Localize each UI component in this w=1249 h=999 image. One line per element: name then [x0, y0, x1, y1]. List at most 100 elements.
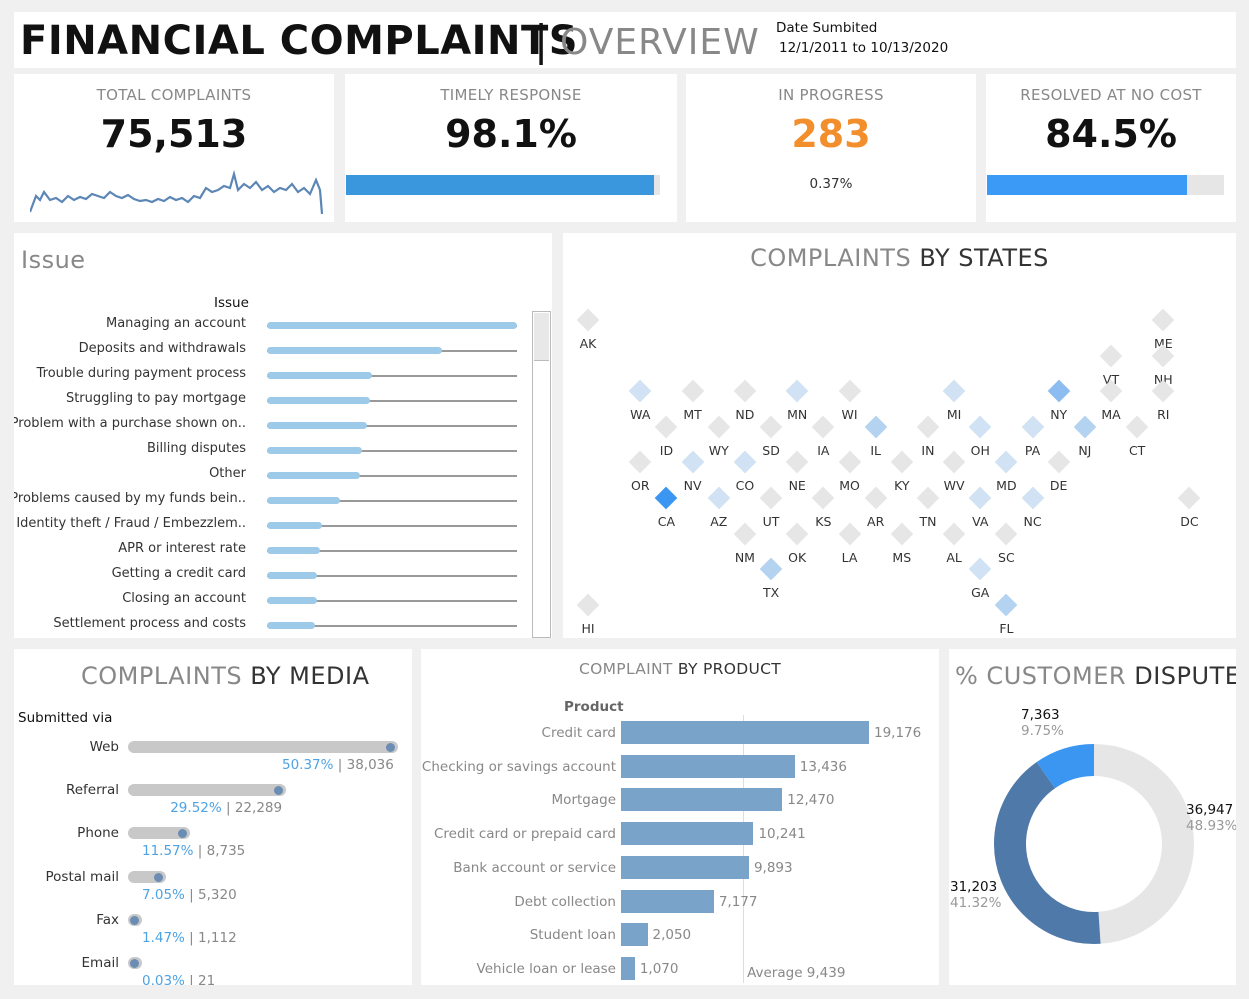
media-label: Phone — [77, 825, 119, 842]
states-title-light: COMPLAINTS — [750, 244, 912, 272]
state-label: DE — [1049, 478, 1068, 494]
state-tile-wa[interactable] — [628, 379, 652, 403]
media-bar[interactable] — [128, 784, 287, 797]
issue-bar-track — [267, 425, 517, 427]
product-value: 19,176 — [874, 725, 922, 741]
product-row[interactable]: Checking or savings account 13,436 — [421, 751, 939, 785]
media-row[interactable]: Web 50.37% | 38,036 — [14, 733, 412, 777]
media-value: 7.05% | 5,320 — [142, 887, 362, 903]
issue-row[interactable]: Problem with a purchase shown on.. — [14, 413, 534, 438]
media-row[interactable]: Postal mail 7.05% | 5,320 — [14, 863, 412, 907]
disputed-donut-chart[interactable] — [989, 739, 1199, 949]
state-label: CT — [1128, 442, 1146, 458]
media-row[interactable]: Referral 29.52% | 22,289 — [14, 776, 412, 820]
issue-bar[interactable] — [267, 597, 317, 604]
media-column-header: Submitted via — [18, 710, 113, 726]
product-row[interactable]: Student loan 2,050 — [421, 919, 939, 953]
issue-bar[interactable] — [267, 497, 340, 504]
product-row[interactable]: Debt collection 7,177 — [421, 886, 939, 920]
product-bar[interactable] — [621, 889, 714, 913]
product-bar[interactable] — [621, 855, 749, 879]
media-bar-end-dot — [274, 786, 284, 796]
issue-row[interactable]: Deposits and withdrawals — [14, 338, 534, 363]
issue-row[interactable]: Problems caused by my funds bein.. — [14, 488, 534, 513]
product-bar[interactable] — [621, 923, 648, 947]
issue-row[interactable]: Identity theft / Fraud / Embezzlem.. — [14, 513, 534, 538]
product-bar[interactable] — [621, 788, 783, 812]
issue-label: Closing an account — [122, 591, 246, 606]
state-tile-dc[interactable] — [1178, 486, 1201, 510]
state-tile-hi[interactable] — [576, 593, 600, 617]
state-tile-me[interactable] — [1151, 308, 1175, 332]
issue-bar[interactable] — [267, 422, 367, 429]
media-list: Web 50.37% | 38,036 Referral 29.52% | 22,28… — [14, 733, 412, 985]
media-row[interactable]: Fax 1.47% | 1,112 — [14, 906, 412, 950]
total-sparkline[interactable] — [30, 170, 326, 220]
state-tile-mt[interactable] — [681, 379, 704, 403]
product-row[interactable]: Credit card or prepaid card 10,241 — [421, 818, 939, 852]
state-label: LA — [841, 549, 858, 565]
issue-label: Identity theft / Fraud / Embezzlem.. — [16, 516, 246, 531]
kpi-progress-value: 283 — [791, 112, 871, 156]
media-separator: | — [193, 843, 207, 860]
issue-bar[interactable] — [267, 372, 372, 379]
state-label: KS — [815, 514, 832, 529]
issue-row[interactable]: Settlement process and costs — [14, 613, 534, 638]
product-row[interactable]: Vehicle loan or lease 1,070 — [421, 953, 939, 985]
state-label: WY — [708, 442, 729, 458]
issue-bar[interactable] — [267, 347, 442, 354]
date-range[interactable]: 12/1/2011 to 10/13/2020 — [779, 40, 949, 56]
issue-bar[interactable] — [267, 397, 370, 404]
media-bar[interactable] — [128, 741, 398, 753]
issue-bar[interactable] — [267, 547, 320, 554]
issue-bar[interactable] — [267, 522, 322, 529]
issue-bar[interactable] — [267, 472, 360, 479]
product-bar[interactable] — [621, 754, 795, 778]
media-separator: | — [221, 800, 235, 817]
product-title-light: COMPLAINT — [579, 660, 673, 678]
product-bar[interactable] — [621, 956, 635, 980]
issue-row[interactable]: Other — [14, 463, 534, 488]
state-tile-ak[interactable] — [576, 308, 600, 332]
product-bar[interactable] — [621, 721, 869, 744]
date-label: Date Sumbited — [776, 20, 878, 36]
issue-title: Issue — [21, 246, 86, 274]
state-tile-nd[interactable] — [733, 379, 757, 403]
issue-row[interactable]: APR or interest rate — [14, 538, 534, 563]
state-label: UT — [762, 514, 780, 529]
product-row[interactable]: Mortgage 12,470 — [421, 784, 939, 818]
donut-segment[interactable] — [994, 744, 1194, 944]
state-tile-mi[interactable] — [942, 379, 966, 403]
issue-row[interactable]: Closing an account — [14, 588, 534, 613]
media-bar[interactable] — [128, 827, 191, 840]
product-row[interactable]: Credit card 19,176 — [421, 717, 939, 751]
issue-row[interactable]: Getting a credit card — [14, 563, 534, 588]
disputed-gray-count: 36,947 — [1186, 802, 1234, 818]
state-tile-wi[interactable] — [838, 379, 861, 403]
issue-bar[interactable] — [267, 572, 317, 579]
issue-bar-track — [267, 400, 517, 402]
issue-bar[interactable] — [267, 622, 315, 629]
issue-scrollbar-thumb[interactable] — [534, 313, 549, 361]
state-label: IN — [921, 442, 935, 458]
state-tile-vt[interactable] — [1099, 344, 1123, 367]
product-title: COMPLAINT BY PRODUCT — [421, 660, 939, 678]
issue-scrollbar[interactable] — [532, 311, 551, 638]
issue-row[interactable]: Managing an account — [14, 313, 534, 338]
media-row[interactable]: Phone 11.57% | 8,735 — [14, 819, 412, 863]
media-bar-end-dot — [130, 915, 139, 925]
state-tile-ny[interactable] — [1047, 379, 1071, 403]
issue-row[interactable]: Struggling to pay mortgage — [14, 388, 534, 413]
product-row[interactable]: Bank account or service 9,893 — [421, 852, 939, 886]
issue-label: Other — [209, 466, 246, 481]
media-row[interactable]: Email 0.03% | 21 — [14, 949, 412, 985]
donut-segment[interactable] — [994, 744, 1194, 944]
state-tile-mn[interactable] — [785, 379, 809, 403]
issue-bar[interactable] — [267, 447, 362, 454]
issue-bar[interactable] — [267, 322, 517, 329]
product-value: 7,177 — [718, 893, 758, 910]
issue-row[interactable]: Billing disputes — [14, 438, 534, 463]
issue-row[interactable]: Trouble during payment process — [14, 363, 534, 388]
product-bar[interactable] — [621, 822, 754, 846]
disputed-title: % CUSTOMER DISPUTED — [955, 662, 1236, 690]
